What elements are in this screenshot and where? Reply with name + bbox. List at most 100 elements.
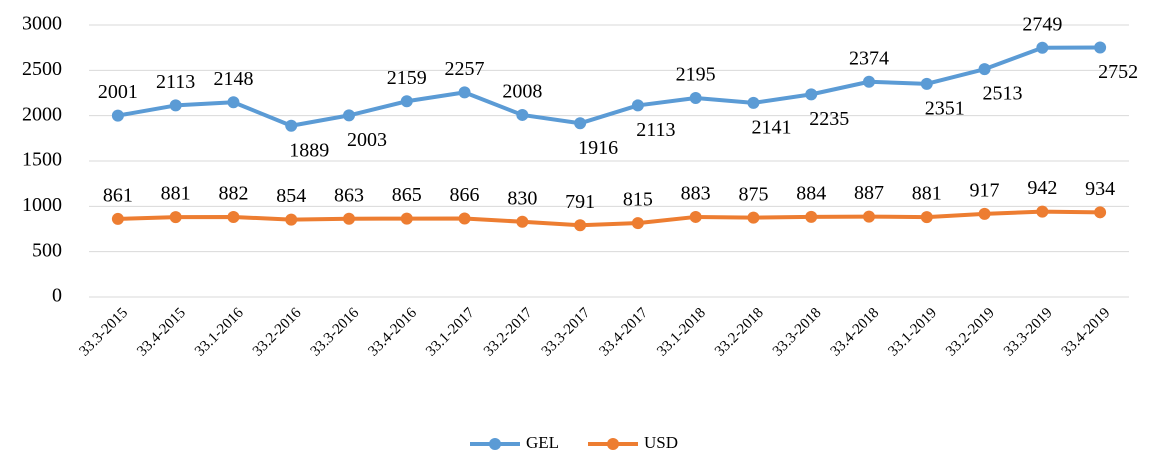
data-label: 2113 xyxy=(156,71,195,93)
y-tick-label: 2500 xyxy=(22,58,62,80)
x-tick-label: 33.1-2019 xyxy=(885,305,940,360)
legend-marker xyxy=(489,438,501,450)
data-label: 934 xyxy=(1085,178,1115,200)
data-point xyxy=(285,213,298,226)
data-label: 882 xyxy=(218,183,248,205)
x-tick-label: 33.4-2019 xyxy=(1059,305,1114,360)
data-point xyxy=(574,219,587,232)
x-tick-label: 33.4-2015 xyxy=(134,305,189,360)
data-point xyxy=(516,108,529,121)
data-point xyxy=(805,88,818,101)
data-point xyxy=(747,96,760,109)
x-tick-label: 33.4-2018 xyxy=(828,305,883,360)
data-label: 1916 xyxy=(578,137,618,159)
data-point xyxy=(574,117,587,130)
data-label: 2351 xyxy=(925,97,965,119)
data-label: 863 xyxy=(334,184,364,206)
y-tick-label: 2000 xyxy=(22,103,62,125)
data-point xyxy=(863,75,875,88)
data-point xyxy=(805,210,818,223)
x-tick-label: 33.2-2016 xyxy=(250,305,305,360)
data-point xyxy=(227,96,240,109)
data-label: 887 xyxy=(854,182,884,204)
data-point xyxy=(863,210,875,223)
data-label: 2159 xyxy=(387,67,427,89)
series-line xyxy=(117,209,1101,228)
data-label: 2001 xyxy=(98,81,138,103)
data-label: 881 xyxy=(161,183,191,205)
data-label: 2235 xyxy=(809,108,849,130)
data-point xyxy=(920,77,933,90)
legend-label: GEL xyxy=(526,433,559,452)
data-label: 2749 xyxy=(1022,13,1062,35)
x-tick-label: 33.1-2016 xyxy=(192,305,247,360)
data-label: 875 xyxy=(738,183,768,205)
data-point xyxy=(689,91,702,104)
x-tick-label: 33.3-2017 xyxy=(539,305,594,360)
data-point xyxy=(1036,205,1049,218)
data-label: 861 xyxy=(103,185,133,207)
data-point xyxy=(1036,41,1049,54)
data-point xyxy=(169,99,182,112)
data-point xyxy=(689,210,702,223)
legend-marker xyxy=(607,438,619,450)
x-tick-label: 33.3-2015 xyxy=(77,305,132,360)
x-tick-label: 33.2-2018 xyxy=(712,305,767,360)
data-label: 866 xyxy=(450,184,480,206)
data-label: 884 xyxy=(796,182,826,204)
x-tick-label: 33.3-2016 xyxy=(308,305,363,360)
data-label: 942 xyxy=(1027,177,1057,199)
x-tick-label: 33.2-2019 xyxy=(943,305,998,360)
legend-label: USD xyxy=(644,433,678,452)
data-label: 917 xyxy=(970,179,1000,201)
data-point xyxy=(111,109,124,122)
data-point xyxy=(458,212,471,225)
data-point xyxy=(631,99,644,112)
x-tick-label: 33.3-2019 xyxy=(1001,305,1056,360)
data-label: 1889 xyxy=(289,139,329,161)
data-point xyxy=(978,207,991,220)
data-point xyxy=(631,217,644,230)
data-point xyxy=(343,212,355,225)
y-tick-label: 1000 xyxy=(22,194,62,216)
data-point xyxy=(920,211,933,224)
data-point xyxy=(343,109,355,122)
y-tick-label: 0 xyxy=(52,285,62,307)
data-label: 2141 xyxy=(751,116,791,138)
x-tick-label: 33.4-2017 xyxy=(597,305,652,360)
data-point xyxy=(285,119,298,132)
data-point xyxy=(1094,41,1107,54)
data-label: 2148 xyxy=(213,68,253,90)
x-tick-label: 33.1-2017 xyxy=(423,305,478,360)
data-label: 2195 xyxy=(676,64,716,86)
data-label: 791 xyxy=(565,191,595,213)
data-label: 2113 xyxy=(636,119,675,141)
data-point xyxy=(169,211,182,224)
data-point xyxy=(458,86,471,99)
data-label: 2752 xyxy=(1098,61,1138,83)
data-label: 2374 xyxy=(849,47,889,69)
data-point xyxy=(227,211,240,224)
data-point xyxy=(747,211,760,224)
data-point xyxy=(516,215,529,228)
x-tick-label: 33.2-2017 xyxy=(481,305,536,360)
data-label: 854 xyxy=(276,185,306,207)
data-point xyxy=(978,63,991,76)
data-label: 865 xyxy=(392,184,422,206)
data-label: 2008 xyxy=(502,81,542,103)
data-point xyxy=(111,212,124,225)
y-tick-label: 3000 xyxy=(22,13,62,35)
x-tick-label: 33.3-2018 xyxy=(770,305,825,360)
x-tick-label: 33.1-2018 xyxy=(654,305,709,360)
y-tick-label: 500 xyxy=(32,239,62,261)
data-point xyxy=(400,95,413,108)
y-tick-label: 1500 xyxy=(22,149,62,171)
data-label: 2513 xyxy=(983,83,1023,105)
data-label: 2257 xyxy=(445,58,485,80)
x-tick-label: 33.4-2016 xyxy=(365,305,420,360)
data-label: 2003 xyxy=(347,129,387,151)
data-label: 815 xyxy=(623,189,653,211)
data-point xyxy=(1094,206,1107,219)
data-point xyxy=(400,212,413,225)
